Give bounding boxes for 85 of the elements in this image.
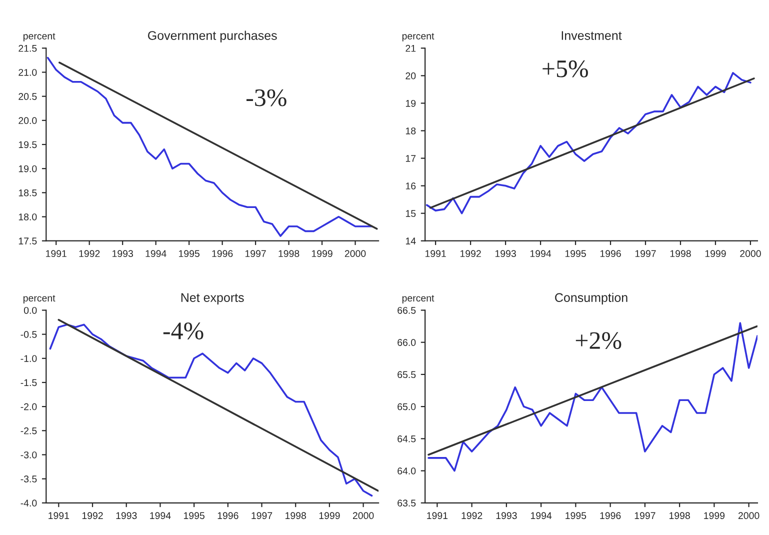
y-axis-title: percent xyxy=(402,295,434,304)
annotation: +5% xyxy=(542,60,588,78)
y-tick-label: 16 xyxy=(406,182,416,190)
y-tick-label: 17 xyxy=(406,155,416,162)
y-tick-label: 63.5 xyxy=(398,500,416,507)
annotation: -3% xyxy=(246,89,286,106)
y-tick-label: 18.5 xyxy=(18,189,37,196)
y-tick-label: -3.0 xyxy=(20,451,37,458)
x-tick-label: 1997 xyxy=(634,512,656,520)
x-tick-label: 2000 xyxy=(344,250,366,258)
y-tick-label: 19 xyxy=(406,100,416,107)
y-tick-label: -1.0 xyxy=(20,355,37,362)
y-tick-label: -4.0 xyxy=(20,500,37,507)
x-tick-label: 1995 xyxy=(184,512,204,520)
x-tick-label: 1999 xyxy=(705,250,726,258)
chart-title: Government purchases xyxy=(148,30,277,42)
y-tick-label: 21.5 xyxy=(18,44,37,52)
x-tick-label: 1996 xyxy=(218,512,238,520)
chart-title: Investment xyxy=(562,31,622,40)
y-tick-label: 15 xyxy=(406,210,416,217)
x-tick-label: 1994 xyxy=(530,512,552,520)
x-tick-label: 1991 xyxy=(425,250,446,258)
x-tick-label: 1992 xyxy=(462,512,482,520)
x-tick-label: 1992 xyxy=(82,512,103,520)
y-tick-label: -2.0 xyxy=(20,403,37,410)
x-tick-label: 1993 xyxy=(116,512,137,520)
x-tick-label: 1998 xyxy=(286,512,306,520)
x-tick-label: 1995 xyxy=(565,250,586,258)
x-tick-label: 1995 xyxy=(179,250,200,258)
x-tick-label: 1993 xyxy=(112,250,133,258)
y-tick-label: 66.5 xyxy=(398,306,416,314)
y-tick-label: -2.5 xyxy=(20,427,37,434)
x-tick-label: 1993 xyxy=(495,250,516,258)
x-tick-label: 1996 xyxy=(600,512,621,520)
x-tick-label: 1994 xyxy=(150,512,171,520)
x-tick-label: 1991 xyxy=(46,250,66,258)
x-tick-label: 1998 xyxy=(670,250,691,258)
y-tick-label: -0.5 xyxy=(20,331,37,338)
y-tick-label: 21 xyxy=(406,44,416,52)
chart-title: Consumption xyxy=(555,292,628,304)
y-axis-title: percent xyxy=(24,33,56,42)
x-tick-label: 1997 xyxy=(252,512,272,520)
x-tick-label: 1997 xyxy=(245,250,266,258)
x-tick-label: 1992 xyxy=(79,250,100,258)
x-tick-label: 1994 xyxy=(530,250,552,258)
y-tick-label: 19.5 xyxy=(18,141,37,148)
x-tick-label: 1999 xyxy=(319,512,340,520)
x-tick-label: 1996 xyxy=(600,250,621,258)
x-tick-label: 1991 xyxy=(48,512,70,520)
x-tick-label: 1995 xyxy=(566,512,586,520)
y-tick-label: 17.5 xyxy=(18,238,37,244)
y-tick-label: 66.0 xyxy=(398,339,416,346)
x-tick-label: 1991 xyxy=(427,512,448,520)
y-tick-label: 20 xyxy=(406,72,416,80)
x-tick-label: 2000 xyxy=(352,512,374,520)
y-tick-label: 21.0 xyxy=(18,68,37,76)
chart-title: Net exports xyxy=(181,293,244,304)
x-tick-label: 1997 xyxy=(635,250,656,258)
x-tick-label: 1999 xyxy=(704,512,725,520)
y-tick-label: 65.0 xyxy=(398,403,416,410)
y-tick-label: 14 xyxy=(406,238,416,244)
y-tick-label: 20.0 xyxy=(18,117,37,124)
y-tick-label: 19.0 xyxy=(18,165,37,172)
x-tick-label: 1998 xyxy=(278,250,300,258)
y-tick-label: 64.5 xyxy=(398,435,416,442)
x-tick-label: 1999 xyxy=(312,250,332,258)
x-tick-label: 1994 xyxy=(146,250,166,258)
annotation: -4% xyxy=(163,322,204,340)
x-tick-label: 1992 xyxy=(460,250,481,258)
x-tick-label: 1998 xyxy=(669,512,690,520)
x-tick-label: 2000 xyxy=(738,512,760,520)
y-tick-label: -3.5 xyxy=(20,476,37,482)
annotation: +2% xyxy=(576,332,622,350)
y-tick-label: 0.0 xyxy=(24,306,37,314)
y-tick-label: 64.0 xyxy=(398,468,416,474)
x-tick-label: 1996 xyxy=(212,250,233,258)
y-axis-title: percent xyxy=(24,295,56,304)
y-tick-label: 18.0 xyxy=(18,213,37,220)
x-tick-label: 2000 xyxy=(740,250,761,258)
y-tick-label: 18 xyxy=(406,127,416,134)
y-tick-label: 20.5 xyxy=(18,93,37,100)
x-tick-label: 1993 xyxy=(496,512,517,520)
y-tick-label: 65.5 xyxy=(398,371,416,378)
y-axis-title: percent xyxy=(402,33,434,42)
y-tick-label: -1.5 xyxy=(20,379,37,386)
